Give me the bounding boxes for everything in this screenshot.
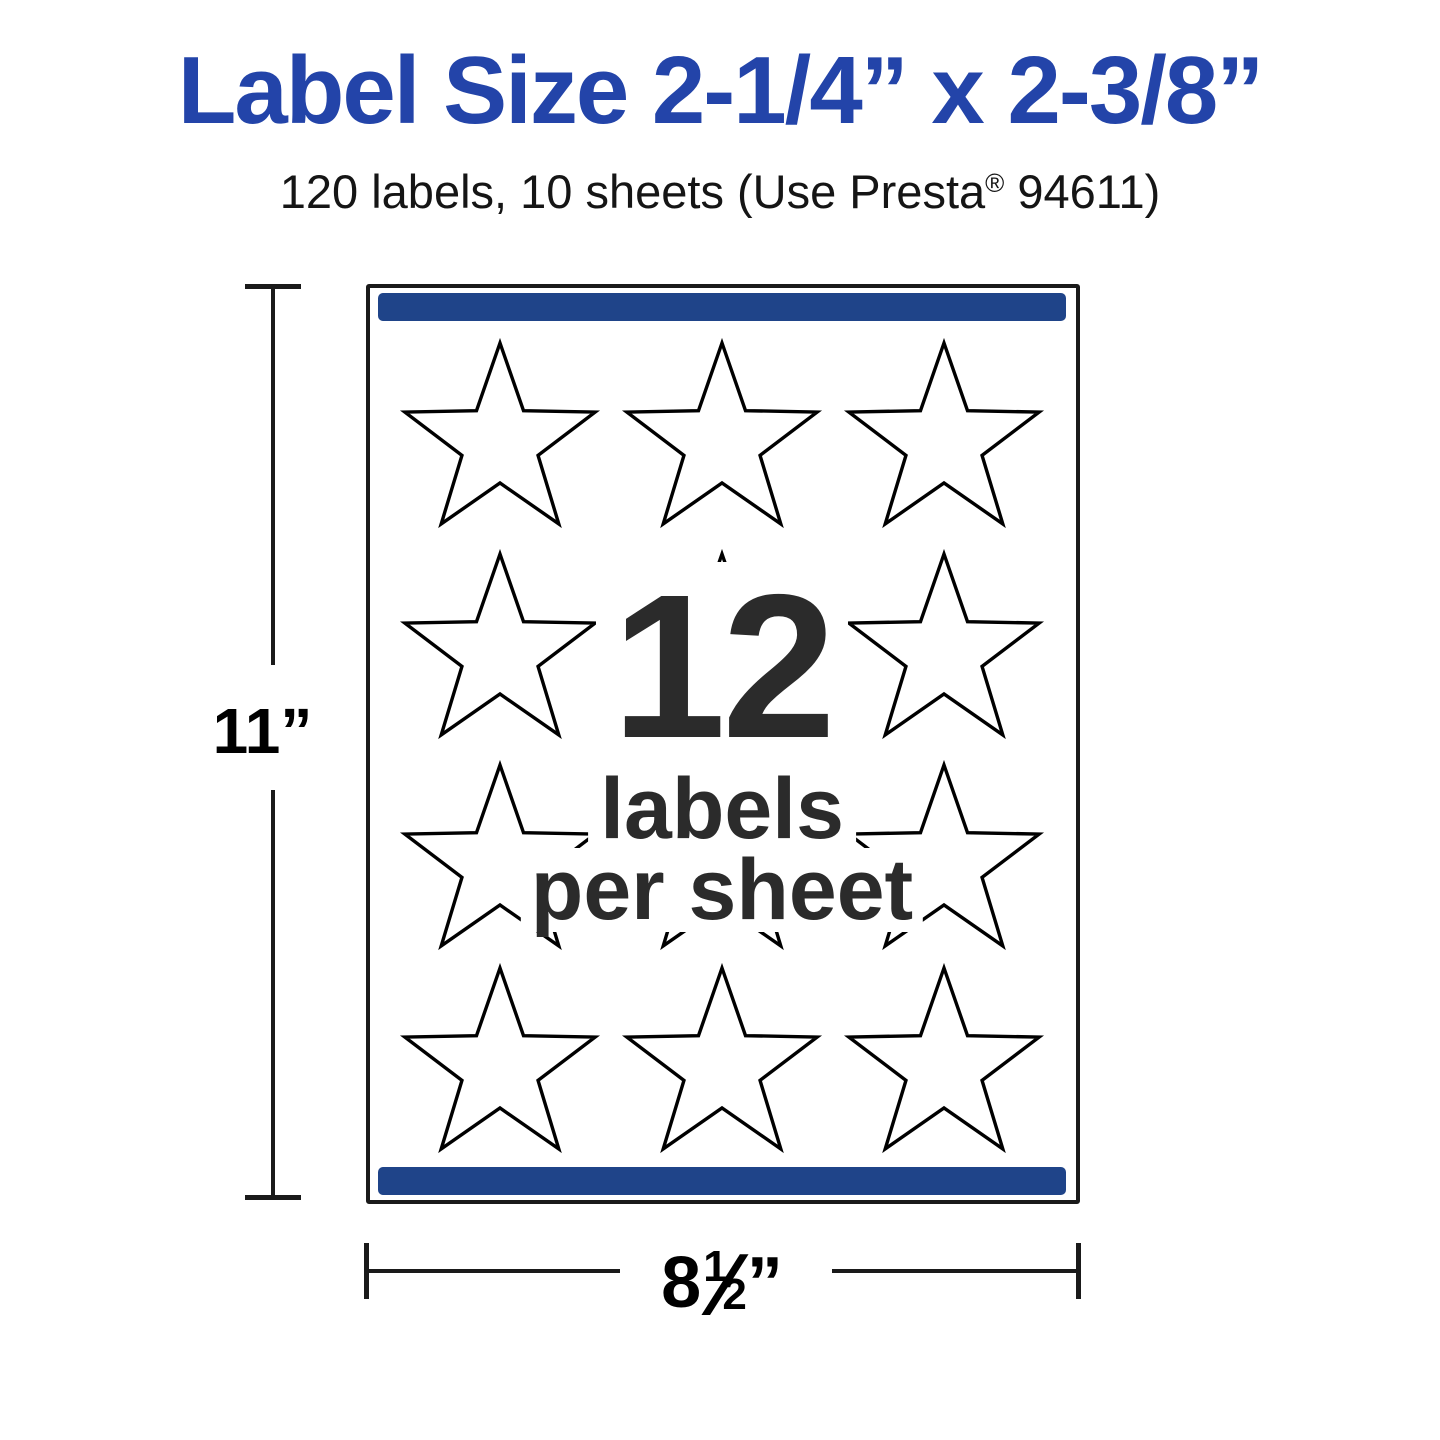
width-fraction-slash: ⁄ <box>717 1235 733 1334</box>
height-dimension-label: 11” <box>212 695 313 767</box>
subtitle: 120 labels, 10 sheets (Use Presta® 94611… <box>0 164 1440 219</box>
height-dimension-line-upper <box>271 285 275 665</box>
width-whole-number: 8 <box>661 1243 702 1323</box>
width-dimension-line-right <box>832 1269 1078 1273</box>
subtitle-text-before: 120 labels, 10 sheets (Use Presta <box>279 165 986 218</box>
height-dimension-line-lower <box>271 790 275 1197</box>
width-dimension-label: 81⁄2” <box>661 1234 783 1336</box>
registered-trademark-icon: ® <box>985 168 1005 198</box>
subtitle-text-after: 94611) <box>1004 165 1161 218</box>
width-dimension-cap-right <box>1076 1243 1081 1299</box>
labels-caption: labels <box>588 766 856 852</box>
width-fraction-denominator: 2 <box>722 1270 747 1319</box>
width-fraction-numerator: 1 <box>703 1242 728 1291</box>
sheet-top-margin-bar <box>378 293 1066 321</box>
labels-per-sheet-count: 12 <box>595 562 849 772</box>
per-sheet-caption: per sheet <box>520 847 924 933</box>
page-title: Label Size 2-1/4” x 2-3/8” <box>177 37 1265 144</box>
width-dimension-line-left <box>366 1269 620 1273</box>
width-unit-mark: ” <box>746 1243 783 1323</box>
sheet-bottom-margin-bar <box>378 1167 1066 1195</box>
height-dimension-cap-bottom <box>245 1195 301 1200</box>
